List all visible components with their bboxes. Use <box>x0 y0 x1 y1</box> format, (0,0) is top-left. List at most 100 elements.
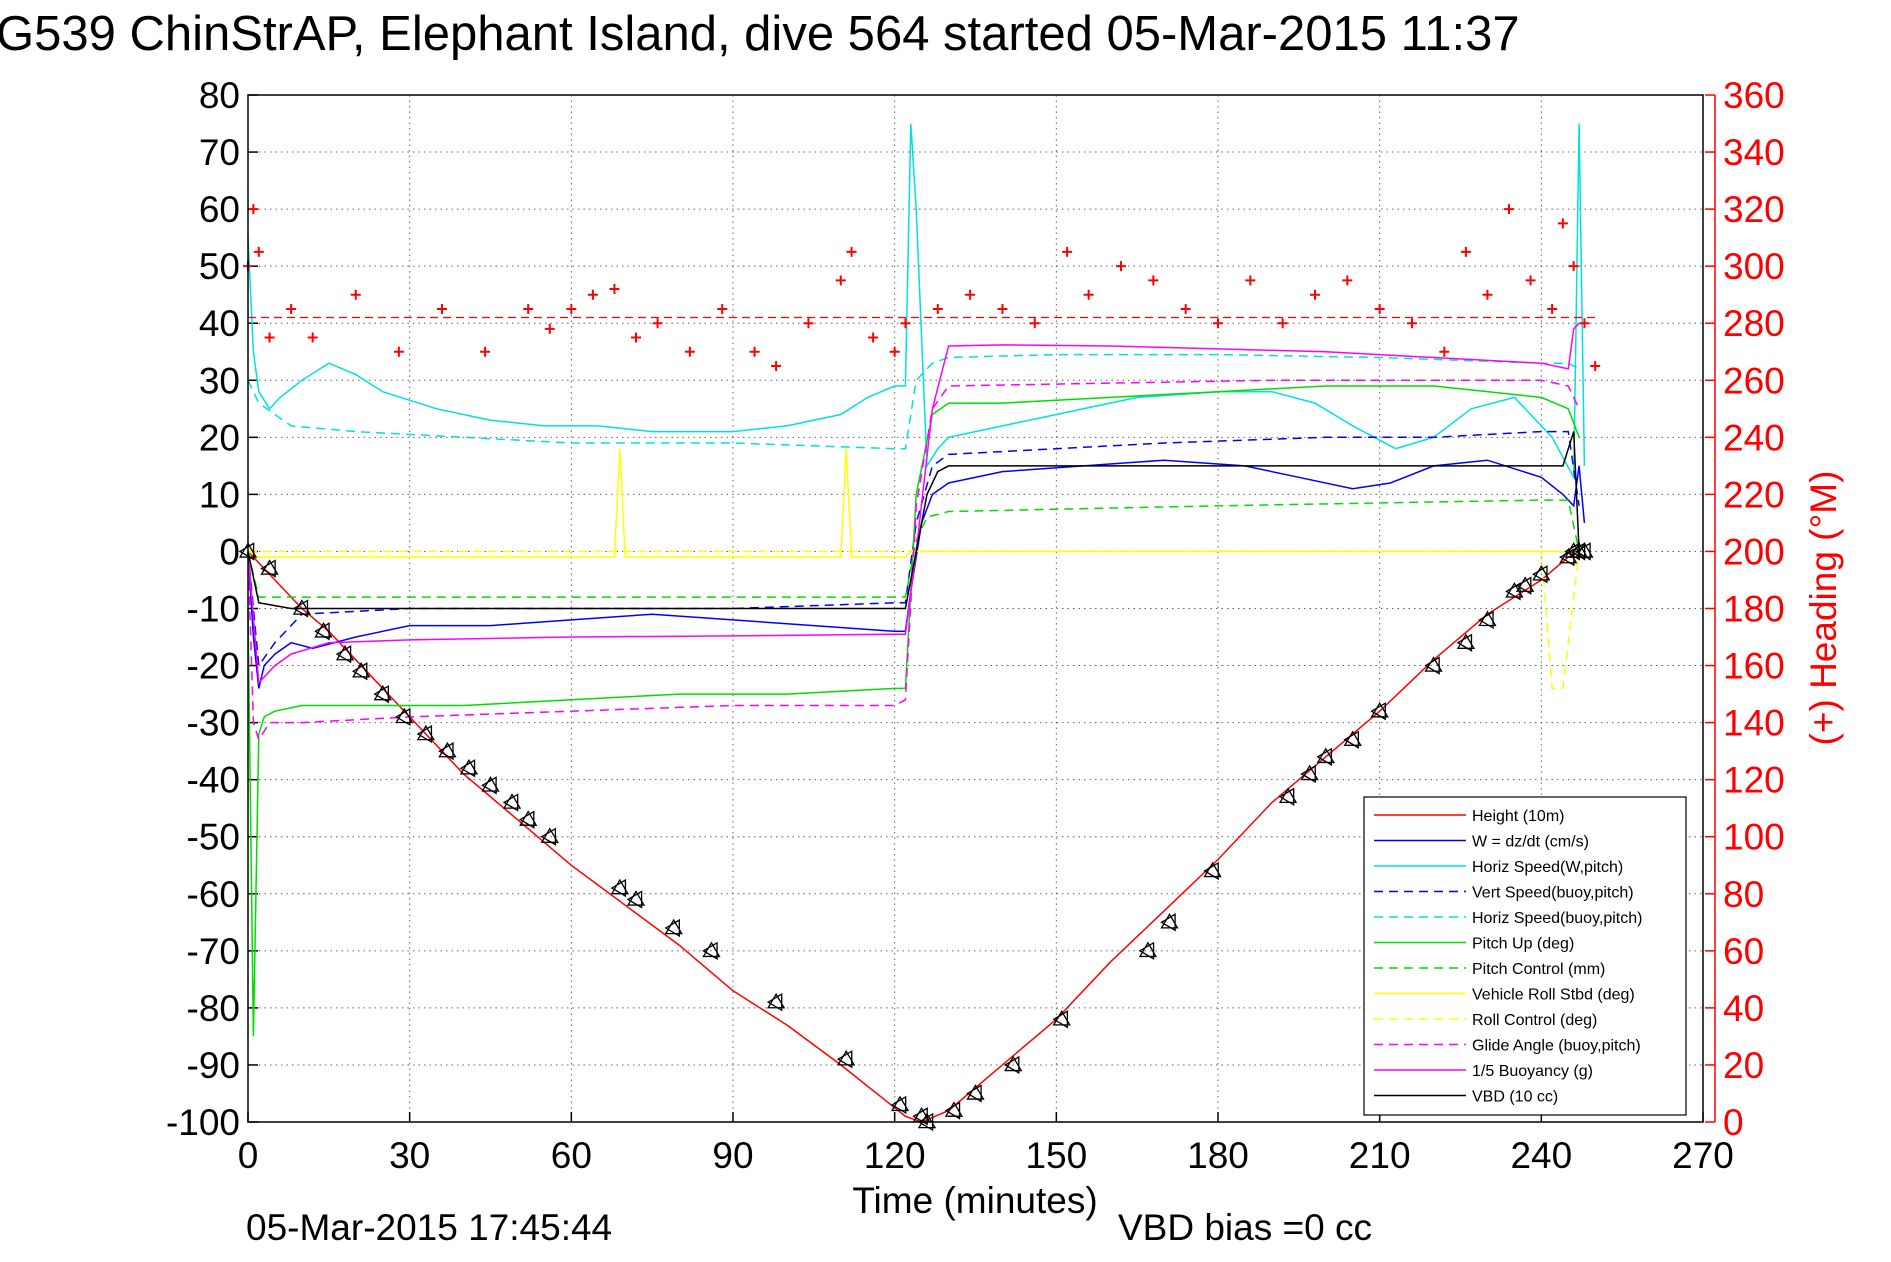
y-tick-label: 30 <box>199 360 240 401</box>
y-tick-label: -60 <box>187 874 240 915</box>
marker-left-triangle <box>626 890 643 909</box>
footer-timestamp: 05-Mar-2015 17:45:44 <box>246 1207 612 1248</box>
y-tick-label: -90 <box>187 1045 240 1086</box>
series-line-11 <box>247 431 1580 610</box>
marker-left-triangle <box>335 645 352 664</box>
heading-point <box>1245 275 1256 286</box>
series-line-4 <box>247 353 1580 450</box>
y-tick-label: 80 <box>199 75 240 116</box>
marker-left-triangle <box>260 559 276 578</box>
heading-point <box>609 283 620 294</box>
marker-left-triangle <box>518 810 535 829</box>
marker-left-triangle <box>912 1107 928 1126</box>
legend-label: Pitch Up (deg) <box>1472 936 1574 953</box>
y-tick-label: 10 <box>199 474 240 515</box>
heading-point <box>1116 261 1126 272</box>
right-tick-label: 20 <box>1723 1045 1764 1086</box>
heading-point <box>566 303 577 314</box>
marker-up-triangle <box>702 941 721 958</box>
heading-point <box>771 361 782 372</box>
heading-point <box>1439 346 1450 357</box>
legend-label: Pitch Control (mm) <box>1472 961 1605 978</box>
heading-point <box>393 346 404 357</box>
series-layer <box>247 123 1586 1123</box>
marker-left-triangle <box>1370 702 1386 721</box>
marker-up-triangle <box>519 810 538 826</box>
heading-point <box>1062 246 1073 257</box>
heading-point <box>749 346 760 357</box>
heading-point <box>868 332 879 343</box>
marker-up-triangle <box>966 1084 985 1100</box>
marker-left-triangle <box>1343 730 1359 749</box>
marker-left-triangle <box>540 827 557 846</box>
heading-point <box>264 332 275 343</box>
marker-left-triangle <box>966 1084 982 1103</box>
marker-left-triangle <box>314 622 330 641</box>
marker-left-triangle <box>1278 787 1295 806</box>
heading-point <box>932 303 943 314</box>
marker-left-triangle <box>1160 913 1176 932</box>
axes: 0 30 60 90 120 150 180 210 240 270 80 70 60 50 40 30 20 1… <box>166 75 1785 1176</box>
chart-title: G539 ChinStrAP, Elephant Island, dive 56… <box>0 7 1520 61</box>
marker-left-triangle <box>394 707 411 727</box>
right-tick-label: 240 <box>1723 417 1785 458</box>
x-tick-label: 30 <box>389 1135 430 1176</box>
marker-up-triangle <box>944 1101 964 1117</box>
heading-point <box>350 289 361 300</box>
right-tick-label: 100 <box>1723 817 1785 858</box>
marker-left-triangle <box>459 759 476 778</box>
heading-point <box>1525 275 1536 286</box>
heading-point <box>1342 275 1353 286</box>
right-tick-label: 180 <box>1723 589 1785 630</box>
right-tick-label: 60 <box>1723 931 1764 972</box>
heading-point <box>253 246 264 257</box>
heading-point <box>1504 204 1514 215</box>
right-axis-label: (+) Heading (°M) <box>1803 471 1844 746</box>
marker-up-triangle <box>502 793 522 809</box>
x-tick-label: 240 <box>1510 1135 1572 1176</box>
y-tick-label: -80 <box>187 988 240 1029</box>
marker-up-triangle <box>1138 941 1158 958</box>
marker-left-triangle <box>1478 610 1494 630</box>
marker-up-triangle <box>1316 747 1335 764</box>
marker-left-triangle <box>502 793 519 812</box>
heading-point <box>1547 303 1558 314</box>
marker-left-triangle <box>292 599 309 618</box>
plot-frame <box>247 94 1704 1123</box>
heading-point <box>900 318 911 329</box>
marker-up-triangle <box>766 992 786 1009</box>
marker-up-triangle <box>292 599 312 615</box>
right-tick-label: 300 <box>1723 246 1785 287</box>
marker-up-triangle <box>626 890 646 906</box>
right-tick-label: 160 <box>1723 646 1785 687</box>
right-tick-label: 360 <box>1723 75 1785 116</box>
y-tick-label: 20 <box>199 417 240 458</box>
marker-left-triangle <box>416 724 433 744</box>
heading-point <box>1482 289 1493 300</box>
marker-up-triangle <box>459 758 479 775</box>
marker-up-triangle <box>1370 701 1389 718</box>
marker-left-triangle <box>238 542 255 561</box>
footer-vbd-bias: VBD bias =0 cc <box>1118 1207 1372 1248</box>
marker-left-triangle <box>1052 1010 1068 1029</box>
legend: Height (10m) W = dz/dt (cm/s) Horiz Speed(… <box>1363 796 1687 1116</box>
marker-left-triangle <box>1003 1055 1020 1075</box>
right-tick-label: 200 <box>1723 531 1785 572</box>
marker-left-triangle <box>664 918 680 938</box>
marker-up-triangle <box>260 559 279 575</box>
heading-point <box>1568 261 1579 272</box>
marker-up-triangle <box>481 776 500 792</box>
right-tick-label: 280 <box>1723 303 1785 344</box>
marker-up-triangle <box>1532 564 1551 581</box>
marker-left-triangle <box>1203 861 1219 881</box>
right-tick-label: 80 <box>1723 874 1764 915</box>
heading-point <box>1310 289 1320 300</box>
heading-point <box>652 318 663 329</box>
x-axis-label: Time (minutes) <box>852 1180 1097 1221</box>
series-line-6 <box>247 499 1580 598</box>
legend-label: Glide Angle (buoy,pitch) <box>1472 1038 1641 1055</box>
marker-up-triangle <box>1478 610 1497 627</box>
marker-up-triangle <box>837 1049 856 1066</box>
x-tick-label: 210 <box>1349 1135 1411 1176</box>
